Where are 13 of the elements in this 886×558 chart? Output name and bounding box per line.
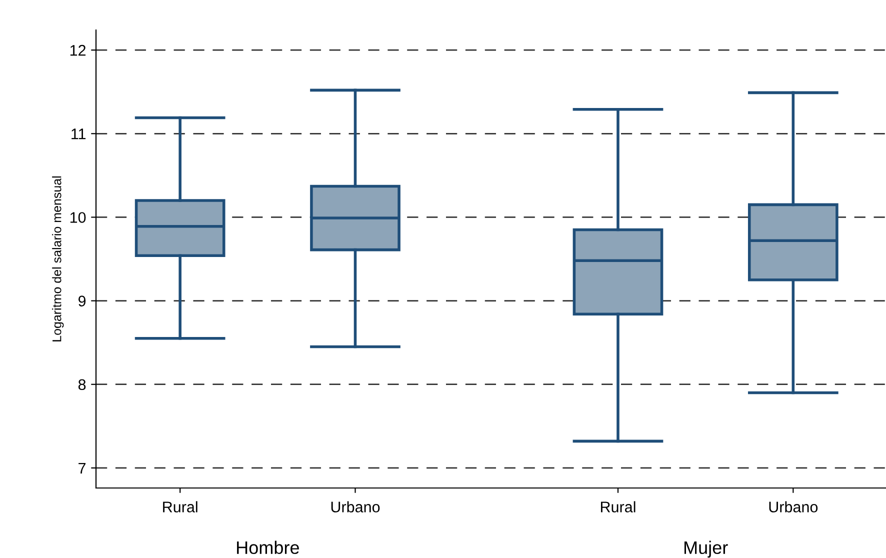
x-tick-label: Rural (163, 501, 198, 512)
y-axis-title: Logaritmo del salario mensual (52, 176, 64, 342)
x-tick-label: Urbano (769, 501, 818, 512)
text: Hombre (237, 540, 299, 554)
text: Mujer (684, 540, 728, 558)
y-tick-label: 8 (78, 379, 86, 390)
y-tick-label: 10 (70, 212, 86, 223)
y-tick-label: 12 (70, 44, 86, 56)
y-tick-label: 9 (78, 296, 86, 306)
y-tick-label: 11 (72, 128, 86, 140)
x-tick-label: Rural (600, 501, 636, 512)
y-tick-label: 7 (78, 462, 86, 474)
x-tick-label: Urbano (331, 501, 380, 512)
